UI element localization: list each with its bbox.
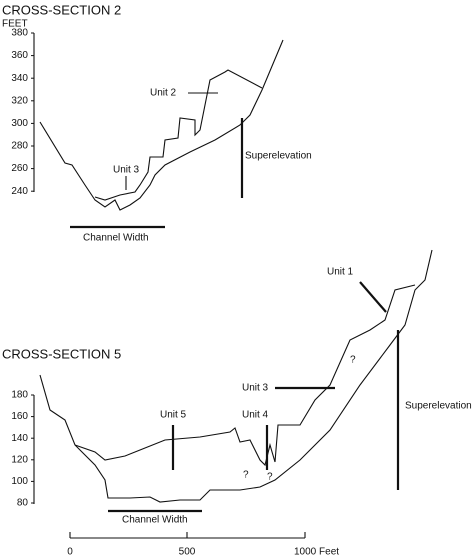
scale-label: 1000 Feet [294,547,339,558]
scale-label: 500 [179,547,196,558]
question-mark: ? [243,470,249,481]
y-tick-label: 280 [11,141,28,152]
unit-label: Unit 3 [113,165,140,176]
question-mark: ? [267,472,273,483]
leader [359,281,387,313]
unit-label: Unit 3 [242,383,269,394]
superelevation-label: Superelevation [405,401,472,412]
unit-profile [74,284,416,467]
title: CROSS-SECTION 5 [2,346,121,361]
section-2: CROSS-SECTION 2 FEET Unit 2 Unit 3 Super… [2,2,312,243]
y-tick-label: 300 [11,118,28,129]
y-tick-label: 340 [11,73,28,84]
y-tick-label: 240 [11,186,28,197]
y-tick-label: 100 [11,476,28,487]
unit-label: Unit 1 [327,267,354,278]
y-tick-label: 180 [11,390,28,401]
unit-label: Unit 2 [150,88,177,99]
title: CROSS-SECTION 2 [2,2,121,17]
y-tick-label: 380 [11,28,28,39]
question-mark: ? [350,355,356,366]
unit-label: Unit 5 [160,410,187,421]
unit-profile [94,69,263,201]
y-tick-label: 140 [11,433,28,444]
y-tick-label: 160 [11,411,28,422]
superelevation-label: Superelevation [245,151,312,162]
unit-label: Unit 4 [242,410,269,421]
channel-width-label: Channel Width [83,233,149,244]
ground-profile [39,39,284,211]
scale-label: 0 [67,547,73,558]
y-tick-label: 80 [17,498,29,509]
ground-profile [39,249,433,503]
y-tick-label: 120 [11,454,28,465]
channel-width-label: Channel Width [122,515,188,526]
y-tick-label: 260 [11,163,28,174]
y-tick-label: 360 [11,50,28,61]
axis-label: FEET [2,19,28,30]
section-5: CROSS-SECTION 5 Unit 1 Unit 3 Unit 5 Uni… [2,249,472,526]
scale-bar: 0 500 1000 Feet [67,532,339,558]
y-tick-label: 320 [11,95,28,106]
